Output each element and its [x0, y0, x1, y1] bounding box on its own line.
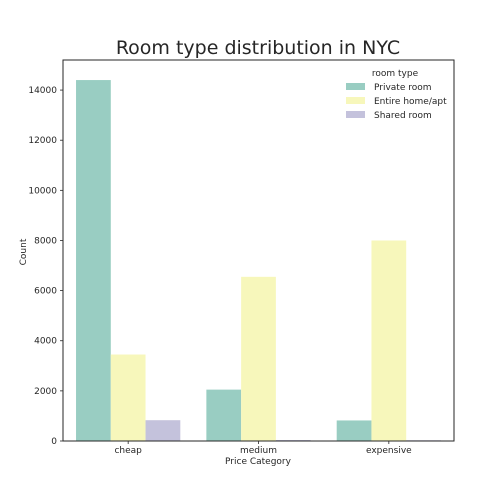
bar-shared-room-medium: [275, 439, 311, 441]
bar-entire-home-apt-cheap: [110, 354, 146, 441]
legend-label-entire-home-apt: Entire home/apt: [374, 97, 447, 107]
bar-entire-home-apt-expensive: [371, 240, 407, 441]
y-tick-label: 6000: [34, 287, 57, 297]
bar-entire-home-apt-medium: [241, 276, 276, 441]
y-tick-label: 14000: [28, 86, 57, 96]
legend-label-private-room: Private room: [374, 83, 432, 93]
x-tick-label-cheap: cheap: [114, 446, 142, 456]
y-tick-label: 4000: [34, 337, 57, 347]
legend-swatch-private-room: [346, 83, 365, 90]
legend-items: Private room Entire home/apt Shared room: [346, 83, 447, 121]
y-tick-label: 0: [51, 437, 57, 447]
y-tick-label: 10000: [28, 186, 57, 196]
legend-swatch-shared-room: [346, 111, 365, 118]
plot-frame: [62, 59, 455, 442]
legend-title: room type: [372, 69, 419, 79]
x-tick-label-expensive: expensive: [366, 446, 412, 456]
x-axis-label: Price Category: [225, 457, 292, 467]
y-tick-label: 12000: [28, 136, 57, 146]
bar-private-room-cheap: [76, 80, 111, 441]
legend: room type Private room Entire home/apt Sha…: [346, 69, 447, 121]
y-tick-label: 8000: [34, 236, 57, 246]
legend-label-shared-room: Shared room: [374, 111, 432, 121]
bars-layer: [76, 80, 441, 441]
ticks-layer: 0 2000 4000 6000 8000 10000 12000 14000 cheap med…: [28, 86, 412, 456]
x-tick-label-medium: medium: [240, 446, 277, 456]
y-tick-label: 2000: [34, 387, 57, 397]
legend-swatch-entire-home-apt: [346, 97, 365, 104]
bar-private-room-medium: [206, 389, 242, 441]
bar-private-room-expensive: [336, 420, 372, 441]
chart-title: Room type distribution in NYC: [116, 37, 400, 59]
y-axis-label: Count: [19, 238, 29, 265]
bar-shared-room-cheap: [145, 420, 181, 441]
